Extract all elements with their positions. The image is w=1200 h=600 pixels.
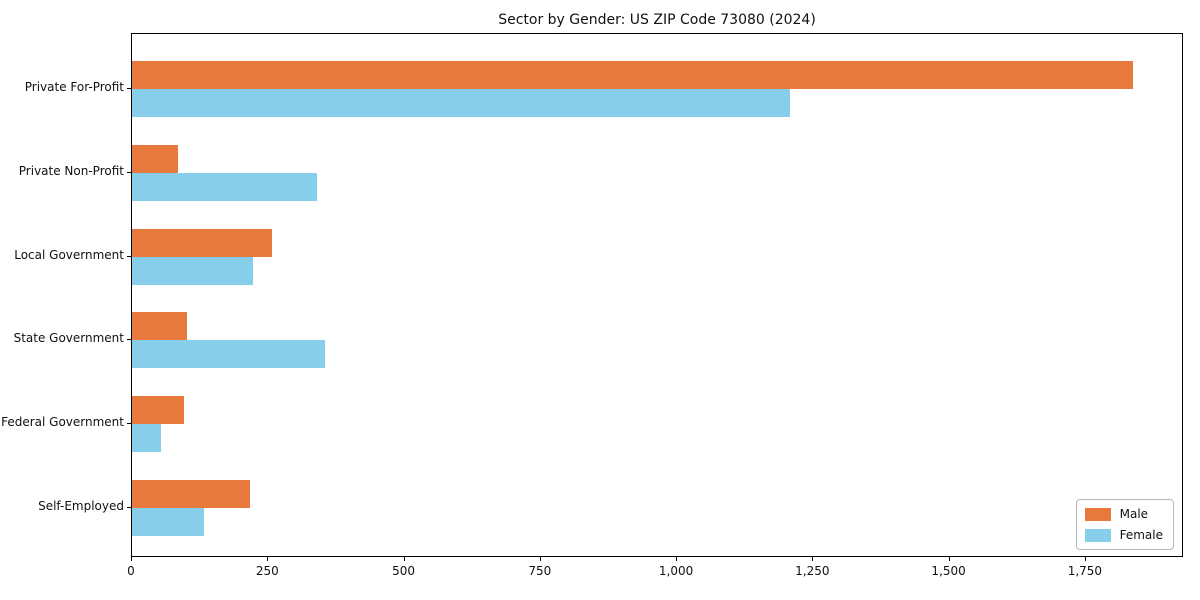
y-tick-label: Private Non-Profit	[18, 163, 124, 178]
y-tick-mark	[127, 171, 131, 173]
bar-female-6	[132, 508, 205, 536]
y-tick-mark	[127, 88, 131, 89]
bar-male-2	[132, 144, 179, 173]
x-tick-label: 250	[255, 564, 279, 578]
bar-female-5	[132, 424, 162, 453]
bar-male-4	[132, 312, 187, 341]
bar-male-6	[132, 480, 250, 508]
y-tick-label: State Government	[13, 331, 124, 346]
x-tick-label: 750	[528, 564, 552, 578]
chart-title: Sector by Gender: US ZIP Code 73080 (202…	[498, 12, 816, 28]
bar-female-3	[132, 256, 253, 285]
y-tick-label: Local Government	[14, 247, 124, 262]
legend-label: Male	[1119, 507, 1149, 521]
x-tick-label: 0	[127, 564, 135, 578]
x-tick-mark	[1084, 557, 1086, 561]
x-tick-label: 1,750	[1067, 564, 1103, 578]
bar-female-2	[132, 172, 317, 201]
x-tick-label: 1,250	[795, 564, 830, 578]
x-tick-label: 1,500	[931, 564, 966, 578]
bar-female-1	[132, 89, 791, 117]
bar-female-4	[132, 340, 325, 369]
plot-area: Male Female	[131, 33, 1183, 557]
x-tick-mark	[812, 557, 814, 561]
x-tick-mark	[539, 557, 541, 561]
y-tick-label: Federal Government	[1, 415, 124, 430]
bar-male-1	[132, 61, 1134, 89]
x-tick-mark	[403, 557, 405, 561]
legend-label: Female	[1119, 528, 1163, 542]
legend-item-female: Female	[1084, 528, 1163, 542]
bar-male-3	[132, 228, 272, 257]
x-tick-mark	[131, 557, 132, 561]
legend-swatch-female	[1084, 528, 1111, 542]
bar-male-5	[132, 396, 184, 425]
x-tick-label: 1,000	[658, 564, 694, 578]
y-tick-mark	[127, 255, 131, 257]
x-tick-label: 500	[392, 564, 415, 578]
y-tick-label: Private For-Profit	[24, 80, 124, 94]
y-tick-label: Self-Employed	[38, 499, 124, 513]
x-tick-mark	[948, 557, 950, 561]
y-tick-mark	[127, 423, 131, 425]
y-tick-mark	[127, 339, 131, 341]
x-tick-mark	[676, 557, 678, 561]
legend-item-male: Male	[1084, 507, 1163, 521]
legend: Male Female	[1075, 499, 1174, 550]
x-tick-mark	[267, 557, 269, 561]
legend-swatch-male	[1084, 507, 1111, 521]
y-tick-mark	[127, 507, 131, 508]
